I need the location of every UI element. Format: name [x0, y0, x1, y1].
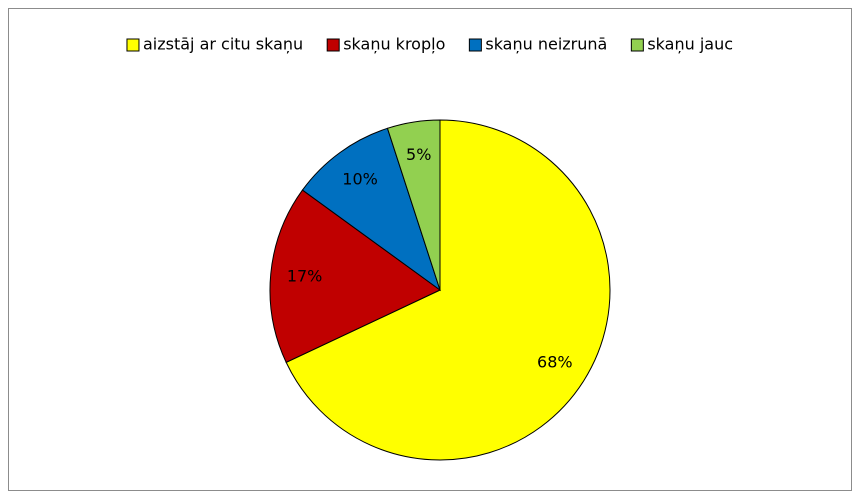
- legend-label: skaņu jauc: [647, 35, 733, 54]
- legend-swatch: [326, 38, 340, 52]
- legend-label: skaņu kropļo: [343, 35, 445, 54]
- legend: aizstāj ar citu skaņu skaņu kropļo skaņu n…: [126, 35, 733, 54]
- pie-slice: [285, 119, 611, 461]
- pie-slice: [301, 127, 441, 292]
- data-label: 10%: [342, 169, 378, 188]
- legend-swatch: [126, 38, 140, 52]
- legend-swatch: [468, 38, 482, 52]
- legend-swatch: [630, 38, 644, 52]
- legend-label: skaņu neizrunā: [485, 35, 607, 54]
- data-label: 17%: [287, 267, 323, 286]
- legend-label: aizstāj ar citu skaņu: [143, 35, 303, 54]
- data-label: 5%: [406, 145, 431, 164]
- pie-slice: [386, 119, 441, 291]
- pie-slice: [269, 189, 441, 364]
- data-label: 68%: [537, 352, 573, 371]
